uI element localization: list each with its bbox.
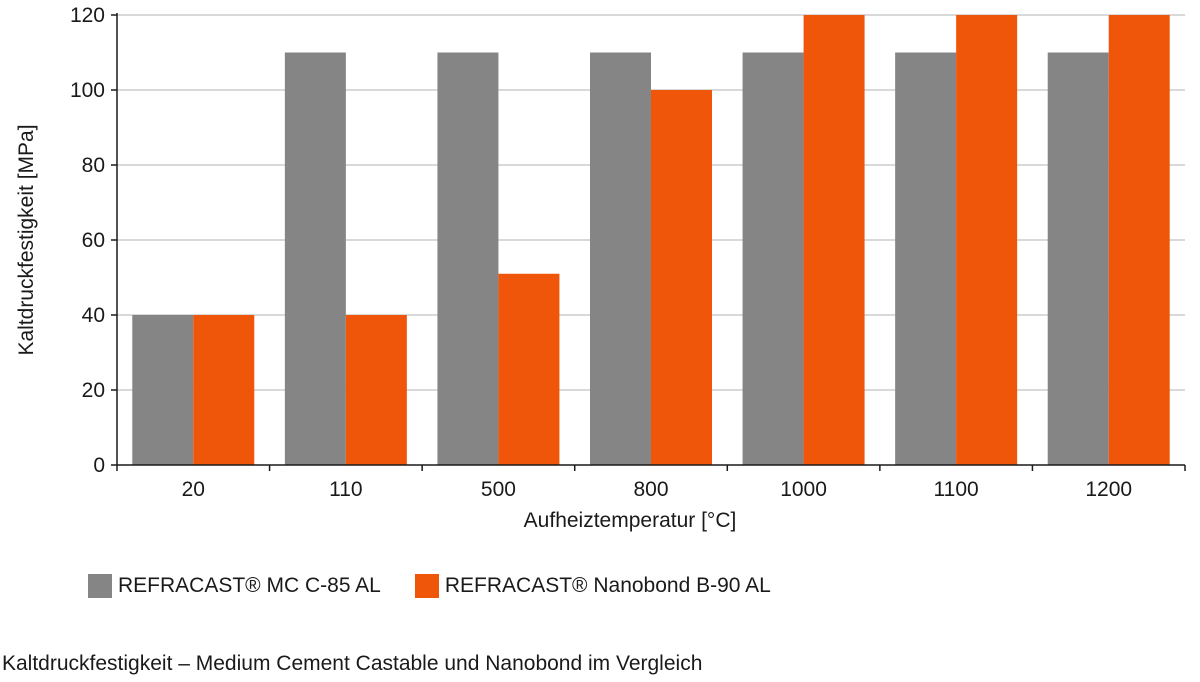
legend-item-series-1: REFRACAST® MC C-85 AL [88,574,381,598]
bar-series-2 [1108,15,1170,465]
x-tick-label: 800 [633,478,668,501]
y-tick-label: 0 [93,454,105,477]
legend-swatch-series-1 [88,574,112,598]
bar-series-1 [1047,52,1109,465]
legend-label-series-1: REFRACAST® MC C-85 AL [118,574,381,597]
x-tick-label: 1100 [934,478,979,501]
bar-series-2 [651,90,712,465]
figure-caption: Kaltdruckfestigkeit – Medium Cement Cast… [2,652,703,675]
y-tick-label: 100 [70,79,105,102]
bar-series-2 [193,315,255,465]
bar-chart: 0 20 40 60 80 100 120 20 110 500 800 1000 1100 1200 A… [15,4,1186,532]
x-tick-label: 20 [182,478,205,501]
x-tick-label: 110 [329,478,362,501]
legend: REFRACAST® MC C-85 AL REFRACAST® Nanobon… [88,574,805,598]
bar-series-1 [437,52,499,465]
legend-item-series-2: REFRACAST® Nanobond B-90 AL [414,574,771,598]
y-tick-label: 60 [82,229,105,252]
legend-label-series-2: REFRACAST® Nanobond B-90 AL [444,574,771,597]
y-tick-label: 20 [82,379,105,402]
legend-swatch-series-2 [414,574,439,598]
bar-series-1 [284,52,346,465]
bar-series-2 [345,315,407,465]
x-tick-label: 1200 [1085,478,1132,501]
bars [132,15,1170,465]
bar-series-1 [590,52,651,465]
y-tick-label: 80 [82,154,105,177]
x-axis-title: Aufheiztemperatur [°C] [524,509,737,532]
y-axis-title: Kaltdruckfestigkeit [MPa] [15,124,38,355]
bar-series-2 [803,15,865,465]
bar-series-1 [132,315,194,465]
bar-series-1 [742,52,804,465]
bar-series-2 [956,15,1018,465]
bar-series-1 [895,52,957,465]
bar-series-2 [498,273,560,465]
y-tick-label: 40 [82,304,105,327]
x-tick-label: 1000 [780,478,827,501]
axes: 0 20 40 60 80 100 120 20 110 500 800 1000 1100 1200 [70,4,1186,501]
x-tick-label: 500 [481,478,516,501]
y-tick-label: 120 [70,4,105,27]
